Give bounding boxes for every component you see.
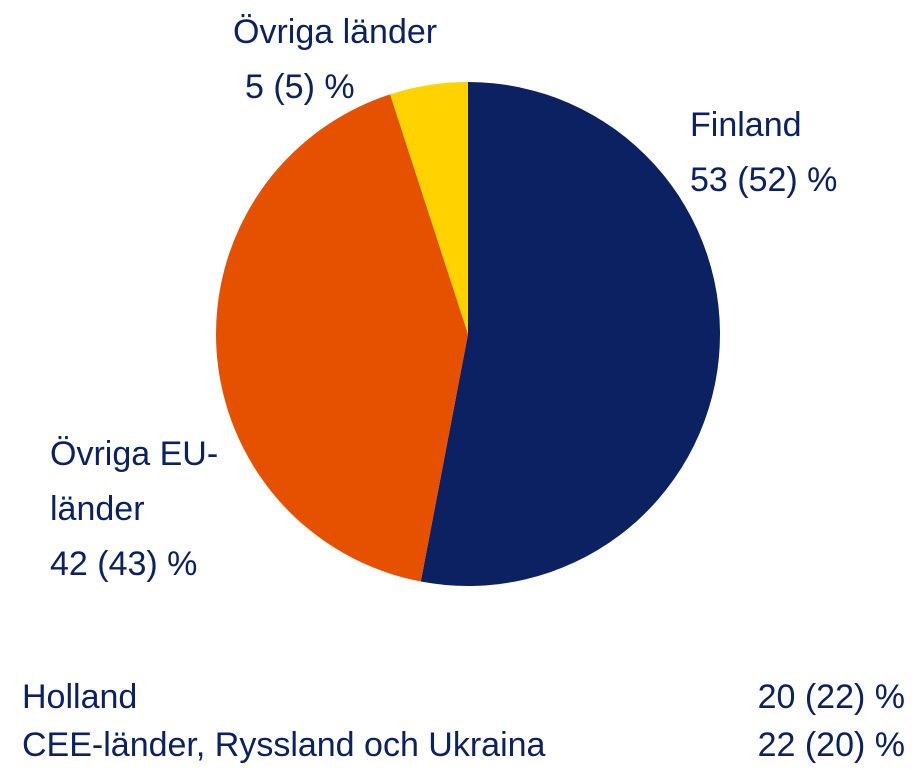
slice-label: Övriga länder 5 (5) %	[233, 5, 437, 115]
row-name: Holland	[22, 678, 138, 716]
pie-slice	[420, 82, 720, 586]
category-label: Övriga EU-länder	[50, 435, 219, 528]
value-label: 42 (43) %	[50, 545, 198, 583]
table-row: CEE-länder, Ryssland och Ukraina 22 (20)…	[22, 718, 905, 770]
pie-slice	[390, 82, 468, 334]
value-label: 5 (5) %	[245, 68, 355, 106]
row-value: 22 (20) %	[757, 726, 905, 764]
value-label: 53 (52) %	[690, 161, 838, 199]
slice-label: Övriga EU-länder 42 (43) %	[50, 427, 265, 592]
table-row: Holland 20 (22) %	[22, 670, 905, 725]
category-label: Övriga länder	[233, 13, 438, 51]
slice-label: Finland 53 (52) %	[690, 98, 837, 208]
category-label: Finland	[690, 106, 802, 144]
row-name: CEE-länder, Ryssland och Ukraina	[22, 726, 546, 764]
pie-slice	[215, 94, 468, 582]
row-value: 20 (22) %	[757, 678, 905, 716]
